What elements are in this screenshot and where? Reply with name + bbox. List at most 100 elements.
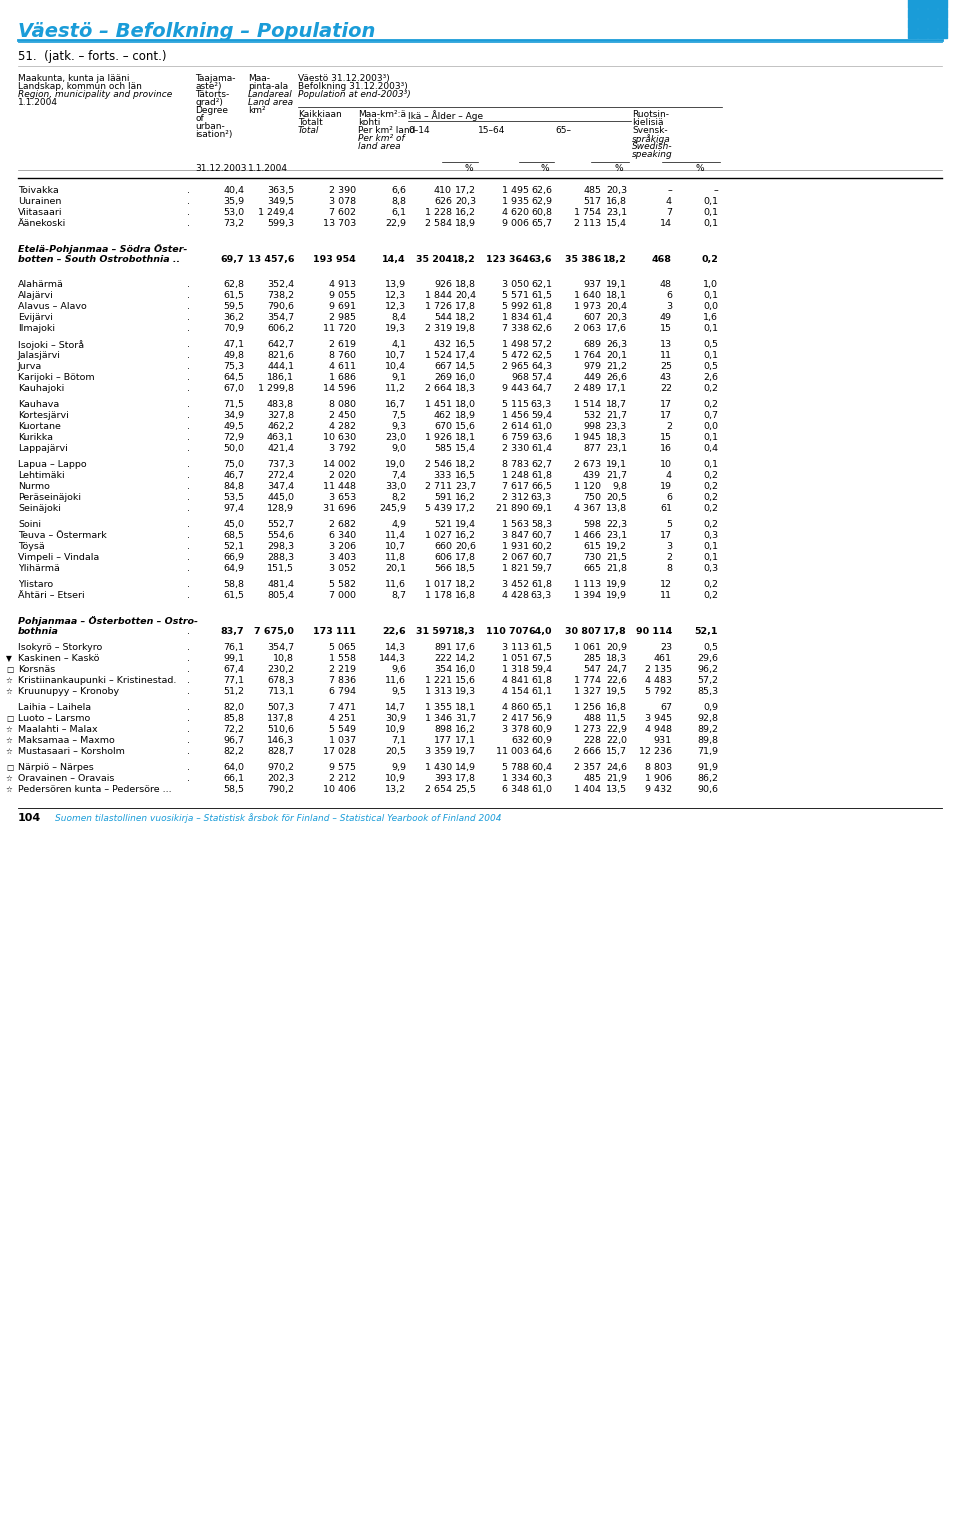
Text: 58,8: 58,8 [223, 581, 244, 590]
Text: –: – [713, 186, 718, 195]
Text: .: . [187, 715, 190, 724]
Text: Jurva: Jurva [18, 363, 42, 372]
Text: 2 450: 2 450 [329, 411, 356, 421]
Text: 4 367: 4 367 [574, 504, 601, 514]
Text: 7,1: 7,1 [391, 736, 406, 745]
Text: Kauhajoki: Kauhajoki [18, 384, 64, 393]
Text: 3 078: 3 078 [329, 198, 356, 206]
Text: of: of [195, 114, 204, 123]
Text: Uurainen: Uurainen [18, 198, 61, 206]
Text: 598: 598 [583, 521, 601, 529]
Text: 65–: 65– [555, 126, 571, 136]
Text: 2 219: 2 219 [329, 666, 356, 675]
Text: km²: km² [248, 107, 266, 114]
Text: 23: 23 [660, 643, 672, 652]
Text: 445,0: 445,0 [267, 494, 294, 503]
Text: 10 630: 10 630 [323, 433, 356, 442]
Text: 1 514: 1 514 [574, 401, 601, 410]
Text: 4,9: 4,9 [391, 521, 406, 529]
Text: 19,9: 19,9 [606, 591, 627, 600]
Text: 354: 354 [434, 666, 452, 675]
Text: 1 256: 1 256 [574, 704, 601, 712]
Text: 1 774: 1 774 [574, 677, 601, 686]
Text: 8,2: 8,2 [391, 494, 406, 503]
Text: 12,3: 12,3 [385, 302, 406, 311]
Text: 90 114: 90 114 [636, 628, 672, 637]
Text: 11,5: 11,5 [606, 715, 627, 724]
Bar [908, 18, 917, 27]
Text: 1 524: 1 524 [425, 352, 452, 361]
Text: 18,3: 18,3 [452, 628, 476, 637]
Text: 19: 19 [660, 483, 672, 491]
Text: 632: 632 [511, 736, 529, 745]
Text: Landareal: Landareal [248, 90, 293, 99]
Text: 17,1: 17,1 [606, 384, 627, 393]
Text: 1 346: 1 346 [425, 715, 452, 724]
Text: 4 841: 4 841 [502, 677, 529, 686]
Text: Totalt: Totalt [298, 117, 323, 126]
Text: Oravainen – Oravais: Oravainen – Oravais [18, 774, 114, 783]
Text: 0,9: 0,9 [703, 704, 718, 712]
Text: 16,2: 16,2 [455, 532, 476, 541]
Text: 1 931: 1 931 [502, 543, 529, 552]
Text: 805,4: 805,4 [267, 591, 294, 600]
Text: 48: 48 [660, 280, 672, 290]
Text: Ylistaro: Ylistaro [18, 581, 53, 590]
Text: 4 913: 4 913 [329, 280, 356, 290]
Text: 4,1: 4,1 [391, 340, 406, 349]
Text: 790,6: 790,6 [267, 302, 294, 311]
Text: 4 251: 4 251 [329, 715, 356, 724]
Text: 9 055: 9 055 [329, 291, 356, 300]
Text: 3 847: 3 847 [502, 532, 529, 541]
Text: Degree: Degree [195, 107, 228, 114]
Text: 60,4: 60,4 [531, 764, 552, 773]
Text: 5 992: 5 992 [502, 302, 529, 311]
Text: 0,2: 0,2 [703, 521, 718, 529]
Text: 1 906: 1 906 [645, 774, 672, 783]
Text: 7,5: 7,5 [391, 411, 406, 421]
Text: 16,0: 16,0 [455, 373, 476, 383]
Text: 85,3: 85,3 [697, 687, 718, 696]
Text: 2 619: 2 619 [329, 340, 356, 349]
Text: 14,7: 14,7 [385, 704, 406, 712]
Text: .: . [187, 445, 190, 454]
Text: 3 653: 3 653 [328, 494, 356, 503]
Text: 13 703: 13 703 [323, 219, 356, 229]
Text: 62,1: 62,1 [531, 280, 552, 290]
Text: 7,4: 7,4 [391, 471, 406, 480]
Text: 2 584: 2 584 [425, 219, 452, 229]
Text: Kauhava: Kauhava [18, 401, 60, 410]
Text: 10,9: 10,9 [385, 774, 406, 783]
Text: 69,7: 69,7 [221, 256, 244, 265]
Text: 17,4: 17,4 [455, 352, 476, 361]
Text: 2 212: 2 212 [329, 774, 356, 783]
Text: .: . [187, 704, 190, 712]
Text: 16,2: 16,2 [455, 209, 476, 218]
Text: 62,8: 62,8 [223, 280, 244, 290]
Text: 606,2: 606,2 [267, 325, 294, 334]
Text: 3 052: 3 052 [329, 564, 356, 573]
Text: .: . [187, 302, 190, 311]
Text: 19,5: 19,5 [606, 687, 627, 696]
Text: 488: 488 [583, 715, 601, 724]
Text: 738,2: 738,2 [267, 291, 294, 300]
Text: 49,5: 49,5 [223, 422, 244, 431]
Text: 18,8: 18,8 [455, 280, 476, 290]
Text: 51.  (jatk. – forts. – cont.): 51. (jatk. – forts. – cont.) [18, 50, 166, 62]
Text: .: . [187, 363, 190, 372]
Text: 1 228: 1 228 [425, 209, 452, 218]
Text: 1 037: 1 037 [329, 736, 356, 745]
Text: 11,8: 11,8 [385, 553, 406, 562]
Text: 63,3: 63,3 [531, 591, 552, 600]
Text: .: . [187, 340, 190, 349]
Text: 0,1: 0,1 [703, 352, 718, 361]
Text: 59,4: 59,4 [531, 411, 552, 421]
Text: ▼: ▼ [6, 654, 12, 663]
Text: 222: 222 [434, 654, 452, 663]
Text: 25,5: 25,5 [455, 785, 476, 794]
Text: 16,2: 16,2 [455, 725, 476, 735]
Bar [908, 0, 917, 8]
Text: 67,0: 67,0 [223, 384, 244, 393]
Text: 62,7: 62,7 [531, 460, 552, 469]
Text: 24,7: 24,7 [606, 666, 627, 675]
